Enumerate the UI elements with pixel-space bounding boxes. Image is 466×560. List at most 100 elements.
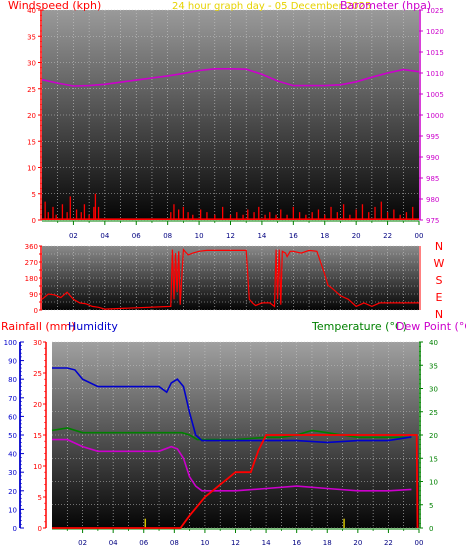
barometer-tick-label: 1015 <box>426 49 444 57</box>
time-tick-label: 10 <box>200 539 209 547</box>
time-tick-label: 18 <box>320 232 329 240</box>
wind-baro-gridlines <box>42 9 419 221</box>
temperature-tick-label: 15 <box>429 455 438 463</box>
dewpoint-line <box>52 438 412 492</box>
humidity-tick-label: 70 <box>8 395 17 403</box>
wind-baro-axes: 0510152025303540975980985990995100010051… <box>27 7 444 240</box>
temp-hum-rain-marks <box>51 367 419 529</box>
compass-letter: S <box>436 274 443 287</box>
time-tick-label: 10 <box>195 232 204 240</box>
windspeed-tick-label: 20 <box>27 112 36 120</box>
chart-title: 24 hour graph day - 05 December 2025 <box>172 1 371 12</box>
temp-hum-rain-axes: 0510152025303540010203040506070809010005… <box>4 339 438 547</box>
temperature-tick-label: 20 <box>429 432 438 440</box>
direction-tick-label: 0 <box>34 307 38 315</box>
humidity-tick-label: 100 <box>4 339 17 347</box>
humidity-tick-label: 10 <box>8 506 17 514</box>
direction-tick-label: 360 <box>25 243 38 251</box>
rainfall-tick-label: 15 <box>33 432 42 440</box>
rainfall-tick-label: 10 <box>33 463 42 471</box>
windspeed-tick-label: 35 <box>27 33 36 41</box>
barometer-tick-label: 1005 <box>426 91 444 99</box>
time-tick-label: 06 <box>132 232 141 240</box>
barometer-tick-label: 1020 <box>426 28 444 36</box>
temperature-tick-label: 25 <box>429 409 438 417</box>
humidity-tick-label: 40 <box>8 451 17 459</box>
time-tick-label: 06 <box>139 539 148 547</box>
time-tick-label: 12 <box>231 539 240 547</box>
time-tick-label: 16 <box>289 232 298 240</box>
temperature-tick-label: 40 <box>429 339 438 347</box>
direction-tick-label: 180 <box>25 275 38 283</box>
windspeed-tick-label: 30 <box>27 60 36 68</box>
barometer-tick-label: 990 <box>426 154 439 162</box>
barometer-tick-label: 1000 <box>426 112 444 120</box>
windspeed-tick-label: 0 <box>32 217 36 225</box>
time-tick-label: 18 <box>323 539 332 547</box>
windspeed-tick-label: 15 <box>27 138 36 146</box>
rainfall-line <box>52 434 419 529</box>
time-tick-label: 02 <box>78 539 87 547</box>
humidity-tick-label: 50 <box>8 432 17 440</box>
rainfall-tick-label: 20 <box>33 401 42 409</box>
barometer-line <box>41 68 420 87</box>
temperature-tick-label: 10 <box>429 479 438 487</box>
humidity-tick-label: 60 <box>8 413 17 421</box>
barometer-tick-label: 985 <box>426 175 439 183</box>
humidity-line <box>52 367 412 444</box>
dewpoint-axis-title: Dew Point (°C) <box>396 320 466 333</box>
time-tick-label: 20 <box>352 232 361 240</box>
windspeed-tick-label: 40 <box>27 7 36 15</box>
windspeed-tick-label: 5 <box>32 191 36 199</box>
time-tick-label: 08 <box>170 539 179 547</box>
direction-plot-area <box>42 246 419 310</box>
time-tick-label: 08 <box>163 232 172 240</box>
time-tick-label: 00 <box>415 539 424 547</box>
windspeed-tick-label: 25 <box>27 86 36 94</box>
time-tick-label: 04 <box>100 232 109 240</box>
windspeed-axis-title: Windspeed (kph) <box>8 0 101 12</box>
barometer-tick-label: 980 <box>426 196 439 204</box>
barometer-tick-label: 1025 <box>426 7 444 15</box>
humidity-axis-title: Humidity <box>68 320 118 333</box>
humidity-tick-label: 90 <box>8 358 17 366</box>
direction-tick-label: 270 <box>25 259 38 267</box>
temperature-tick-label: 5 <box>429 502 433 510</box>
barometer-tick-label: 995 <box>426 133 439 141</box>
time-tick-label: 22 <box>383 232 392 240</box>
time-tick-label: 00 <box>415 232 424 240</box>
temp-hum-rain-panel: 0510152025303540010203040506070809010005… <box>1 320 466 547</box>
humidity-tick-label: 30 <box>8 469 17 477</box>
temperature-tick-label: 30 <box>429 386 438 394</box>
wind-direction-line <box>41 248 419 310</box>
time-tick-label: 12 <box>226 232 235 240</box>
time-tick-label: 14 <box>262 539 271 547</box>
humidity-tick-label: 0 <box>13 525 17 533</box>
time-tick-label: 20 <box>353 539 362 547</box>
rainfall-axis-title: Rainfall (mm) <box>1 320 75 333</box>
barometer-tick-label: 975 <box>426 217 439 225</box>
time-tick-label: 14 <box>257 232 266 240</box>
temperature-axis-title: Temperature (°C) <box>311 320 407 333</box>
temperature-tick-label: 35 <box>429 362 438 370</box>
time-tick-label: 22 <box>384 539 393 547</box>
humidity-tick-label: 20 <box>8 488 17 496</box>
barometer-axis-title: Barometer (hpa) <box>340 0 431 12</box>
temperature-tick-label: 0 <box>429 525 433 533</box>
direction-tick-label: 90 <box>29 291 38 299</box>
humidity-tick-label: 80 <box>8 376 17 384</box>
time-tick-label: 16 <box>292 539 301 547</box>
barometer-tick-label: 1010 <box>426 70 444 78</box>
rainfall-tick-label: 30 <box>33 339 42 347</box>
direction-marks <box>41 248 419 310</box>
rainfall-tick-label: 0 <box>38 525 42 533</box>
time-tick-label: 04 <box>109 539 118 547</box>
compass-letter: W <box>434 257 445 270</box>
rainfall-tick-label: 5 <box>38 494 42 502</box>
time-tick-label: 02 <box>69 232 78 240</box>
compass-letter: N <box>435 308 443 321</box>
compass-letter: E <box>436 291 443 304</box>
